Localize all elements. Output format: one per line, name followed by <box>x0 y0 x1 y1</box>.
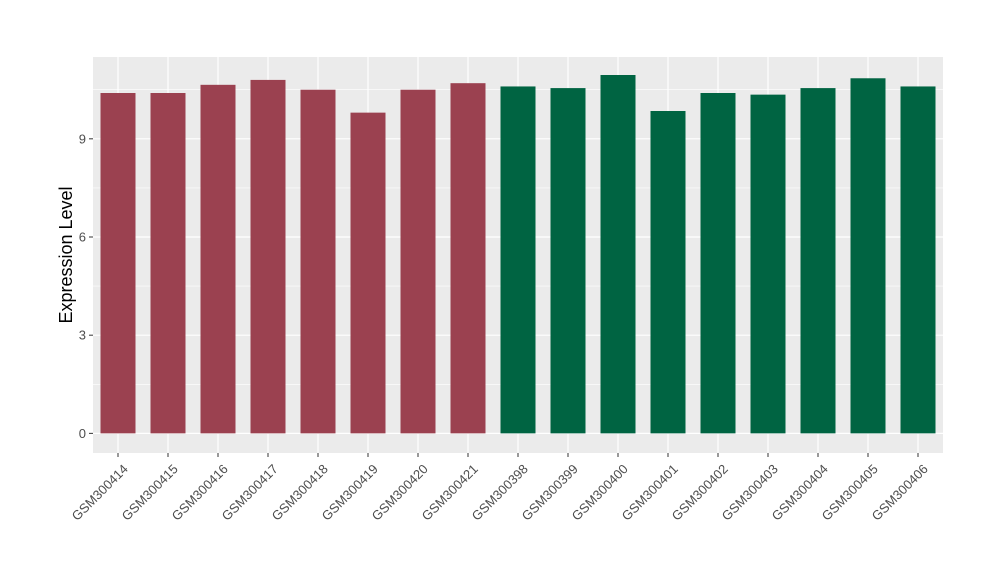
x-axis: GSM300414GSM300415GSM300416GSM300417GSM3… <box>69 453 931 524</box>
bar-gsm300414 <box>100 93 136 434</box>
bar-gsm300418 <box>300 89 336 434</box>
y-tick-label: 6 <box>79 230 86 245</box>
bar-gsm300401 <box>650 111 686 434</box>
bar-gsm300419 <box>350 112 386 434</box>
bars <box>100 75 936 434</box>
bar-gsm300398 <box>500 86 536 434</box>
bar-gsm300404 <box>800 88 836 434</box>
bar-gsm300416 <box>200 84 236 434</box>
bar-gsm300417 <box>250 79 286 434</box>
bar-gsm300420 <box>400 89 436 434</box>
y-axis-title: Expression Level <box>56 186 76 323</box>
bar-gsm300421 <box>450 83 486 434</box>
y-tick-label: 0 <box>79 426 86 441</box>
bar-gsm300415 <box>150 93 186 434</box>
bar-gsm300405 <box>850 78 886 434</box>
y-tick-label: 3 <box>79 328 86 343</box>
bar-gsm300400 <box>600 75 636 434</box>
bar-gsm300402 <box>700 93 736 434</box>
bar-gsm300403 <box>750 94 786 434</box>
y-tick-label: 9 <box>79 131 86 146</box>
bar-gsm300406 <box>900 86 936 434</box>
bar-gsm300399 <box>550 88 586 434</box>
y-axis: 0 3 6 9 <box>79 131 93 441</box>
